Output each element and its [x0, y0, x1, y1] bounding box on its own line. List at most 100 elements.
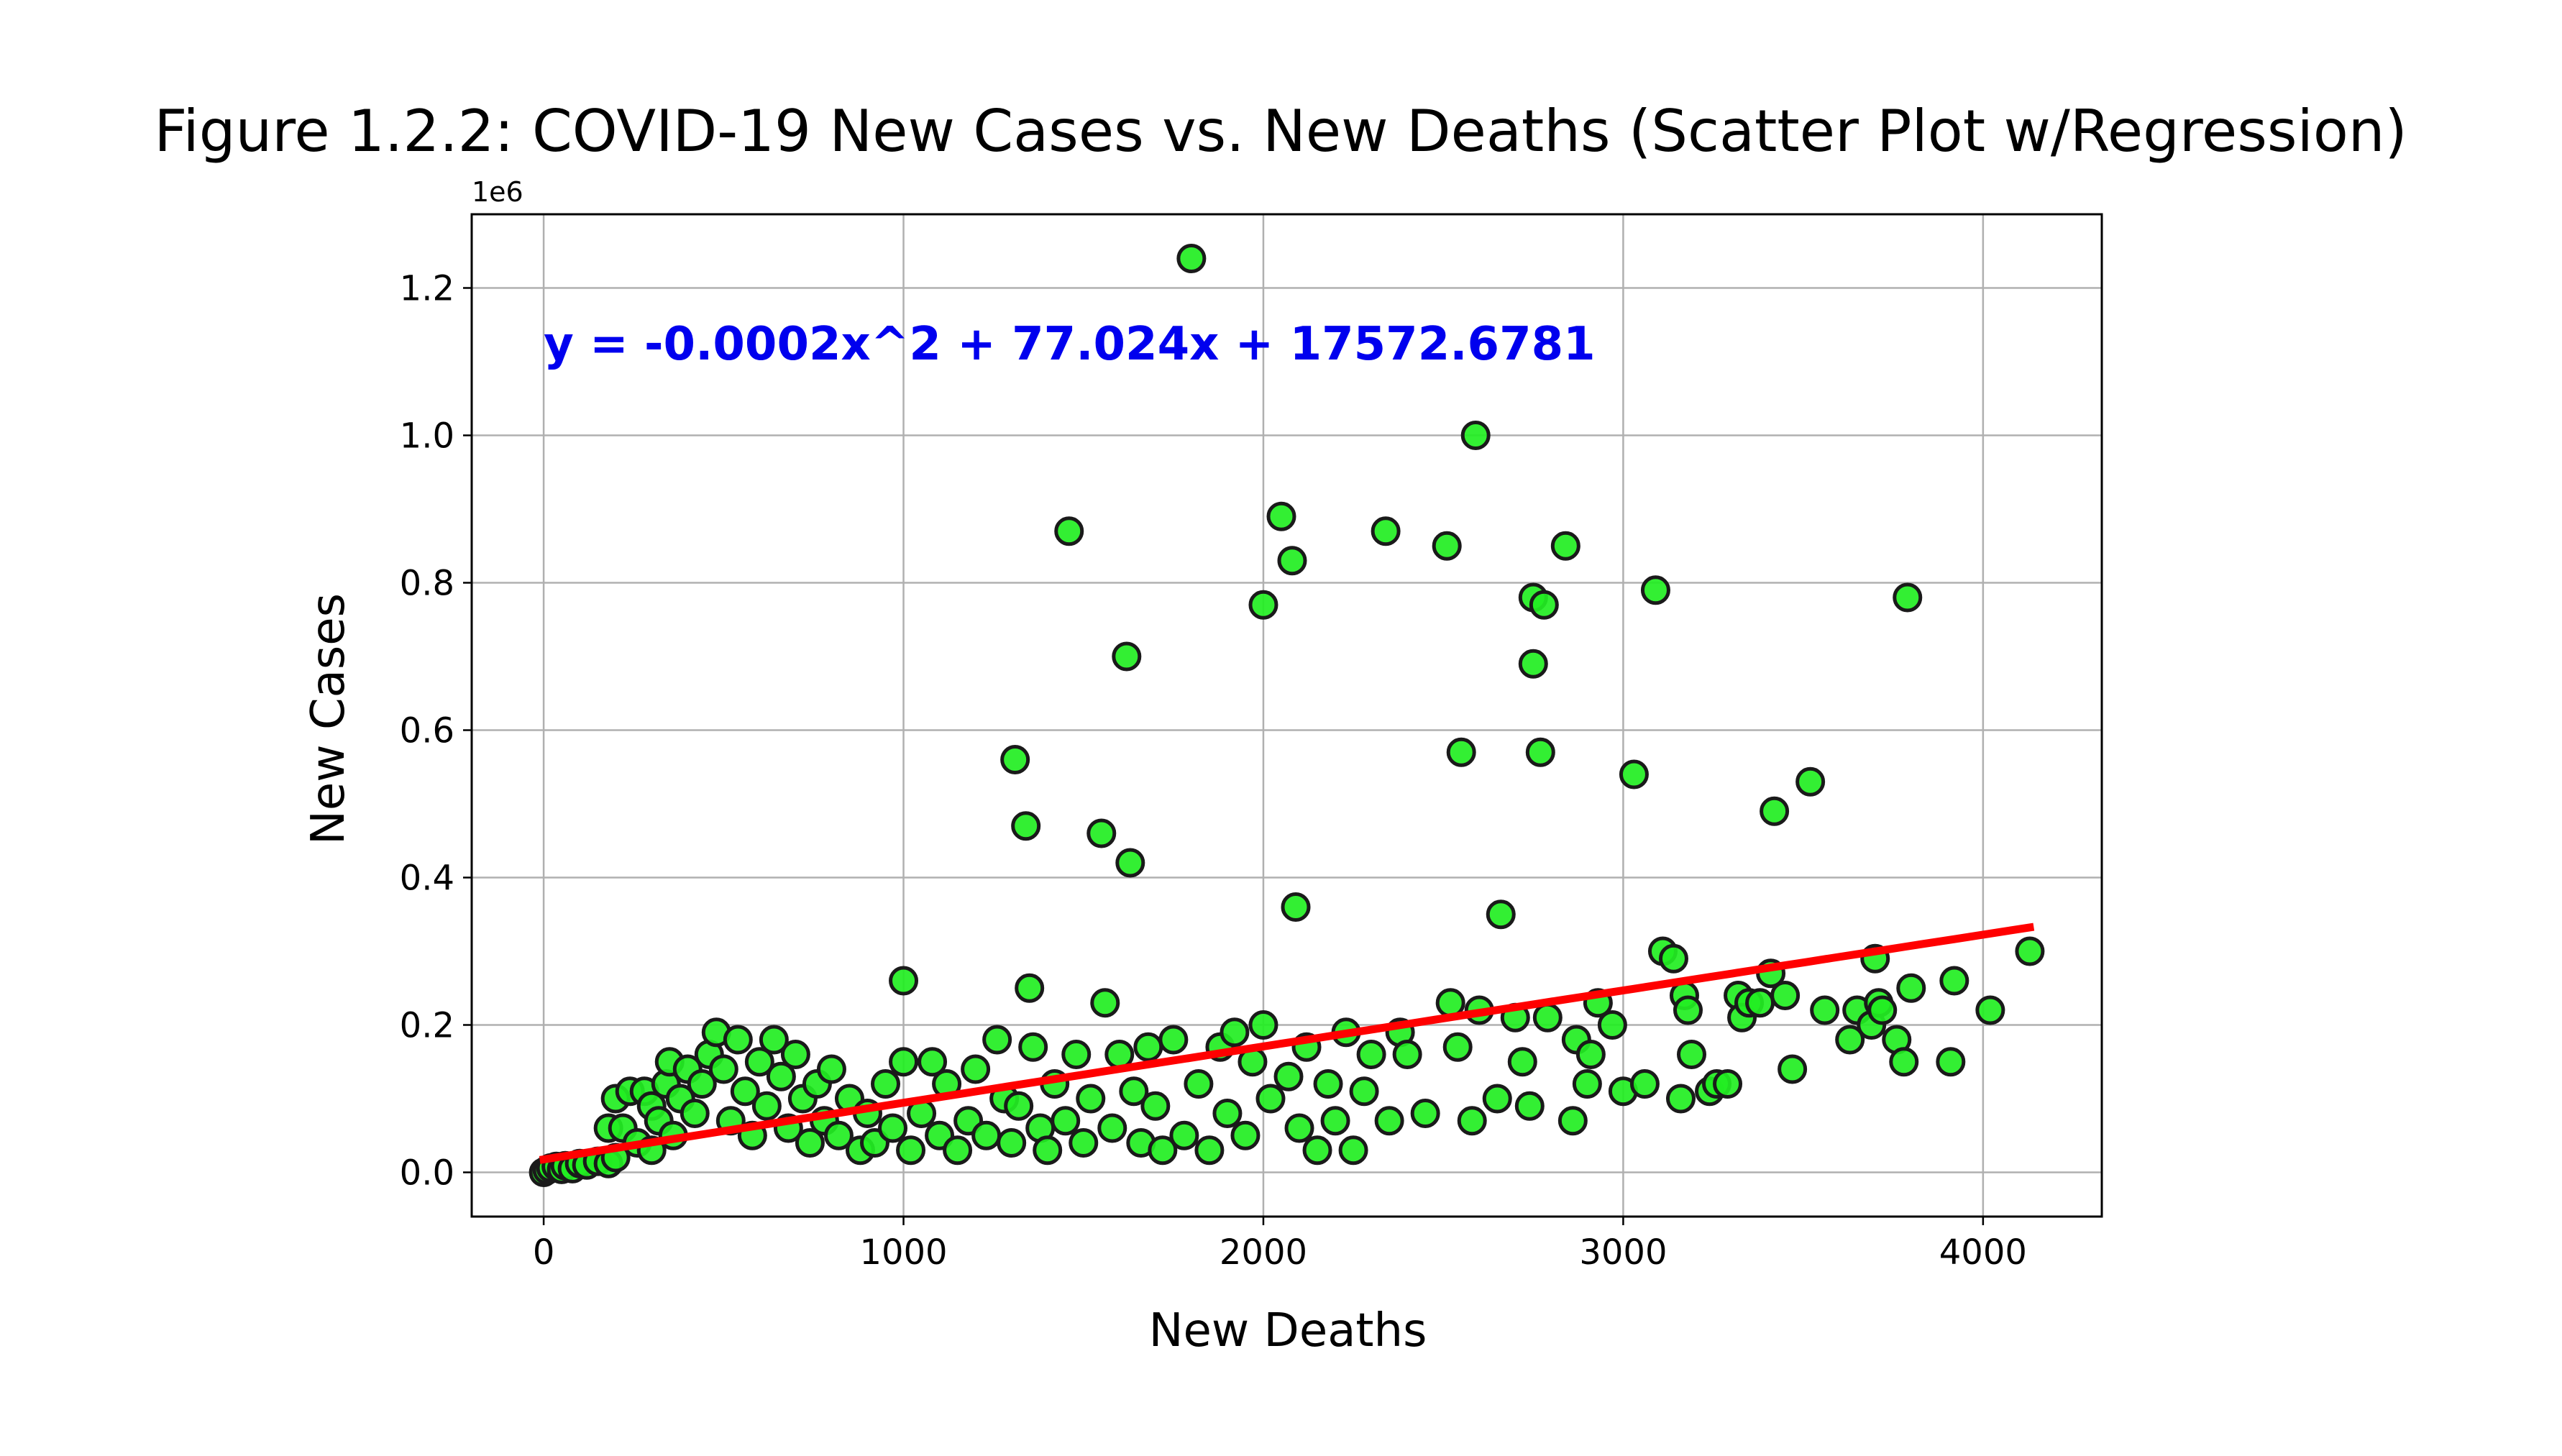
data-point [1525, 737, 1555, 767]
y-tick-label: 0.6 [400, 711, 454, 751]
y-axis-label: New Cases [302, 593, 355, 845]
data-point [1532, 1002, 1563, 1033]
y-tick-label: 0.4 [400, 859, 454, 899]
x-tick-label: 2000 [1220, 1232, 1307, 1273]
data-point [1086, 818, 1117, 848]
data-point [1507, 1047, 1537, 1077]
data-point [1248, 590, 1278, 620]
data-point [1356, 1040, 1386, 1069]
data-point [1557, 1106, 1588, 1136]
data-point [1004, 1091, 1034, 1121]
data-point [1133, 1032, 1163, 1062]
data-point [1212, 1099, 1243, 1128]
data-point [1061, 1040, 1092, 1069]
data-point [1629, 1069, 1660, 1099]
data-point [1018, 1032, 1048, 1062]
data-point [1069, 1128, 1099, 1158]
data-point [1248, 1010, 1278, 1040]
data-point [1011, 811, 1041, 841]
data-point [1054, 516, 1084, 546]
data-point [1169, 1120, 1199, 1150]
data-point [997, 1128, 1027, 1158]
data-point [1889, 1047, 1919, 1077]
data-point [1097, 1113, 1127, 1143]
data-point [766, 1061, 796, 1091]
plot-frame [470, 213, 2103, 1218]
data-point [1033, 1135, 1063, 1166]
data-point [1514, 1091, 1545, 1121]
x-tick-label: 3000 [1579, 1232, 1667, 1273]
data-point [1140, 1091, 1171, 1121]
data-point [1392, 1040, 1422, 1069]
data-point [2015, 936, 2045, 966]
data-point [1255, 1084, 1286, 1114]
data-point [1115, 848, 1145, 878]
data-point [1673, 995, 1703, 1025]
data-point [1795, 766, 1826, 797]
regression-curve [539, 922, 2035, 1164]
data-point [1320, 1106, 1350, 1136]
data-point [751, 1091, 782, 1121]
data-point [1457, 1106, 1487, 1136]
x-tick-label: 0 [533, 1232, 555, 1273]
data-point [1770, 981, 1801, 1010]
data-point [1266, 501, 1296, 531]
data-point [896, 1135, 926, 1166]
data-point [1867, 995, 1898, 1025]
data-point [982, 1025, 1012, 1055]
data-point [1572, 1069, 1602, 1099]
data-point [680, 1099, 710, 1128]
regression-equation: y = -0.0002x^2 + 77.024x + 17572.6781 [544, 318, 1596, 371]
data-point [1119, 1076, 1149, 1107]
data-point [795, 1128, 825, 1158]
data-point [1482, 1084, 1512, 1114]
data-point [889, 1047, 919, 1077]
data-point [1277, 546, 1307, 576]
data-point [918, 1047, 948, 1077]
data-point [889, 966, 919, 996]
data-point [1000, 745, 1030, 774]
data-point [1597, 1010, 1627, 1040]
data-point [1176, 244, 1207, 273]
data-point [1936, 1047, 1966, 1077]
data-point [1051, 1106, 1081, 1136]
data-point [961, 1054, 991, 1084]
y-tick-label: 0.8 [400, 564, 454, 604]
data-point [708, 1054, 738, 1084]
grid-lines [472, 214, 2102, 1217]
data-point [1442, 1032, 1473, 1062]
data-point [744, 1047, 774, 1077]
data-point [1810, 995, 1840, 1025]
data-point [1302, 1135, 1332, 1166]
data-point [1273, 1061, 1304, 1091]
data-point [1446, 737, 1476, 767]
data-point [1975, 995, 2005, 1025]
data-point [723, 1025, 753, 1055]
data-point [1676, 1040, 1706, 1069]
data-point [1349, 1076, 1379, 1107]
data-point [816, 1054, 846, 1084]
data-point [1575, 1040, 1606, 1069]
chart-title: Figure 1.2.2: COVID-19 New Cases vs. New… [154, 98, 2407, 165]
regression-line [539, 922, 2035, 1164]
data-point [687, 1069, 717, 1099]
data-point [1778, 1054, 1808, 1084]
data-point [1076, 1084, 1106, 1114]
data-points [529, 244, 2045, 1187]
data-point [1893, 582, 1923, 613]
data-point [1835, 1025, 1865, 1055]
data-point [1284, 1113, 1314, 1143]
data-point [1112, 641, 1142, 672]
data-point [878, 1113, 908, 1143]
data-point [1015, 973, 1045, 1003]
data-point [1665, 1084, 1696, 1114]
data-point [1619, 759, 1649, 789]
y-tick-label: 1.0 [400, 416, 454, 457]
data-point [823, 1120, 854, 1150]
data-point [1148, 1135, 1178, 1166]
data-point [1090, 988, 1120, 1018]
data-point [730, 1076, 760, 1107]
data-point [780, 1040, 810, 1069]
data-point [1713, 1069, 1743, 1099]
